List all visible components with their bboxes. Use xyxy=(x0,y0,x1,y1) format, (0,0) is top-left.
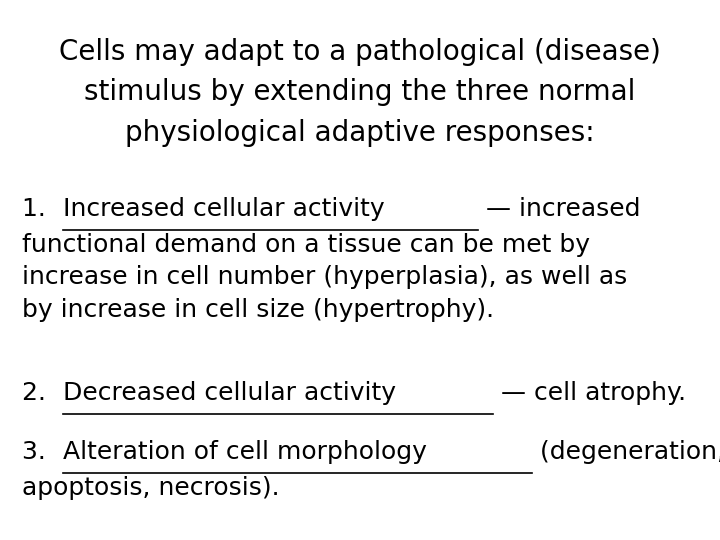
Text: — increased: — increased xyxy=(478,197,640,221)
Text: functional demand on a tissue can be met by
increase in cell number (hyperplasia: functional demand on a tissue can be met… xyxy=(22,233,627,322)
Text: Increased cellular activity: Increased cellular activity xyxy=(63,197,384,221)
Text: physiological adaptive responses:: physiological adaptive responses: xyxy=(125,119,595,147)
Text: Alteration of cell morphology: Alteration of cell morphology xyxy=(63,440,427,464)
Text: Decreased cellular activity: Decreased cellular activity xyxy=(63,381,396,404)
Text: stimulus by extending the three normal: stimulus by extending the three normal xyxy=(84,78,636,106)
Text: apoptosis, necrosis).: apoptosis, necrosis). xyxy=(22,476,279,500)
Text: (degeneration,: (degeneration, xyxy=(532,440,720,464)
Text: 3.: 3. xyxy=(22,440,53,464)
Text: 2.: 2. xyxy=(22,381,53,404)
Text: — cell atrophy.: — cell atrophy. xyxy=(492,381,685,404)
Text: 1.: 1. xyxy=(22,197,53,221)
Text: Cells may adapt to a pathological (disease): Cells may adapt to a pathological (disea… xyxy=(59,38,661,66)
